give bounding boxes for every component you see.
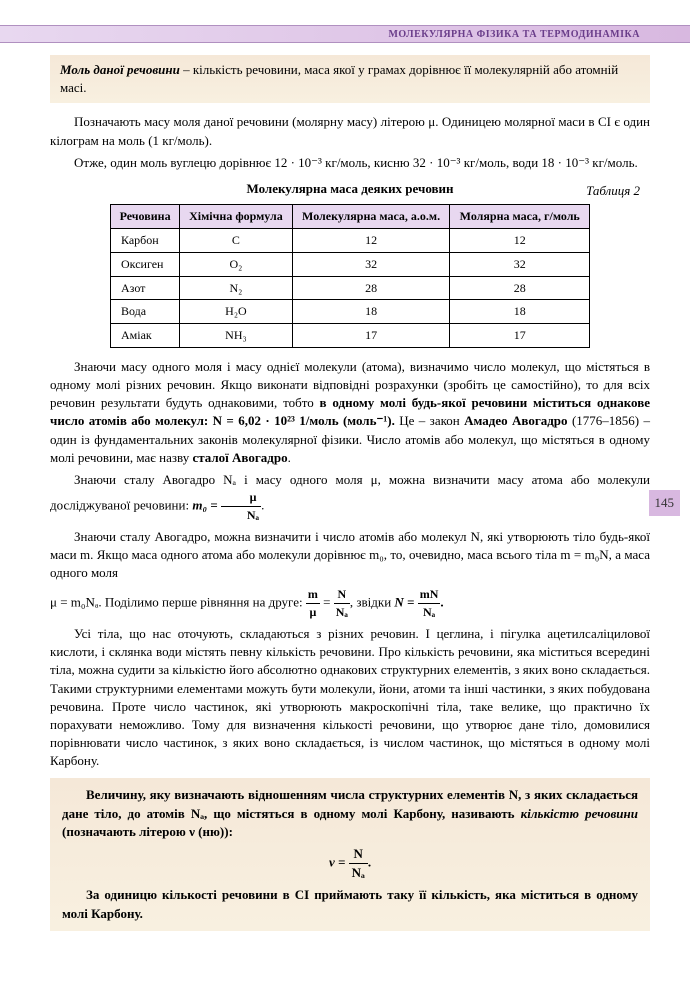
table-label: Таблиця 2	[586, 182, 640, 200]
definition-term: Моль даної речовини	[60, 62, 180, 77]
text: μ = m₀Nₐ. Поділимо перше рівняння на дру…	[50, 595, 306, 610]
table-row: АміакNH₃1717	[111, 324, 590, 348]
molecular-mass-table: Речовина Хімічна формула Молекулярна мас…	[110, 204, 590, 348]
table-header-row: Речовина Хімічна формула Молекулярна мас…	[111, 205, 590, 229]
numerator: N	[334, 586, 350, 604]
table-cell: 28	[450, 276, 590, 300]
text: .	[368, 855, 371, 870]
paragraph: μ = m₀Nₐ. Поділимо перше рівняння на дру…	[50, 586, 650, 621]
chapter-header: МОЛЕКУЛЯРНА ФІЗИКА ТА ТЕРМОДИНАМІКА	[0, 25, 690, 43]
fraction: mμ	[306, 586, 320, 621]
paragraph: Усі тіла, що нас оточують, складаються з…	[50, 625, 650, 771]
table-cell: 12	[292, 228, 450, 252]
formula-nu: ν = NNₐ.	[62, 845, 638, 882]
table-cell: C	[180, 228, 293, 252]
person-name: Амадео Авогадро	[464, 413, 567, 428]
definition-box-2: Величину, яку визначають відношенням чис…	[50, 778, 650, 930]
text: .	[261, 498, 264, 513]
table-cell: 32	[292, 252, 450, 276]
paragraph: Знаючи масу одного моля і масу однієї мо…	[50, 358, 650, 467]
text: .	[288, 450, 291, 465]
table-cell: 32	[450, 252, 590, 276]
fraction: mNNₐ	[418, 586, 441, 621]
paragraph: Знаючи сталу Авогадро Nₐ і масу одного м…	[50, 471, 650, 524]
paragraph: Позначають масу моля даної речовини (мол…	[50, 113, 650, 149]
numerator: N	[349, 845, 368, 864]
denominator: Nₐ	[349, 864, 368, 882]
paragraph: Отже, один моль вуглецю дорівнює 12 · 10…	[50, 154, 650, 172]
table-header: Речовина	[111, 205, 180, 229]
formula-left: m₀ =	[192, 498, 221, 513]
definition-paragraph: За одиницю кількості речовини в СІ прийм…	[62, 886, 638, 922]
fraction: μNₐ	[221, 489, 261, 524]
table-cell: Оксиген	[111, 252, 180, 276]
text: .	[440, 595, 443, 610]
table-cell: O₂	[180, 252, 293, 276]
table-cell: 28	[292, 276, 450, 300]
denominator: Nₐ	[418, 604, 441, 621]
table-row: ВодаH₂O1818	[111, 300, 590, 324]
table-cell: Азот	[111, 276, 180, 300]
term-italic: кількістю речовини	[521, 806, 638, 821]
text: =	[320, 595, 334, 610]
text: Це – закон	[395, 413, 464, 428]
text: За одиницю кількості речовини в СІ прийм…	[62, 887, 638, 920]
table-cell: 18	[292, 300, 450, 324]
table-row: КарбонC1212	[111, 228, 590, 252]
fraction: NNₐ	[334, 586, 350, 621]
table-row: ОксигенO₂3232	[111, 252, 590, 276]
formula-left: ν =	[329, 855, 349, 870]
table-cell: NH₃	[180, 324, 293, 348]
table-cell: 17	[292, 324, 450, 348]
page-content: Моль даної речовини – кількість речовини…	[50, 55, 650, 931]
denominator: Nₐ	[334, 604, 350, 621]
fraction: NNₐ	[349, 845, 368, 882]
text: Знаючи сталу Авогадро Nₐ і масу одного м…	[50, 472, 650, 512]
table-cell: 17	[450, 324, 590, 348]
numerator: μ	[221, 489, 261, 507]
table-cell: H₂O	[180, 300, 293, 324]
table-cell: Карбон	[111, 228, 180, 252]
numerator: m	[306, 586, 320, 604]
table-header: Молярна маса, г/моль	[450, 205, 590, 229]
denominator: μ	[306, 604, 320, 621]
text: , звідки	[350, 595, 395, 610]
table-header: Молекулярна маса, а.о.м.	[292, 205, 450, 229]
table-header: Хімічна формула	[180, 205, 293, 229]
text: (ню)):	[195, 824, 233, 839]
term: сталої Авогадро	[192, 450, 287, 465]
page-number: 145	[649, 490, 681, 516]
definition-box-1: Моль даної речовини – кількість речовини…	[50, 55, 650, 103]
table-cell: Аміак	[111, 324, 180, 348]
table-cell: N₂	[180, 276, 293, 300]
table-cell: 12	[450, 228, 590, 252]
denominator: Nₐ	[221, 507, 261, 524]
text: (позначають літерою	[62, 824, 189, 839]
table-title: Молекулярна маса деяких речовин	[50, 180, 650, 198]
paragraph: Знаючи сталу Авогадро, можна визначити і…	[50, 528, 650, 583]
definition-paragraph: Величину, яку визначають відношенням чис…	[62, 786, 638, 841]
table-row: АзотN₂2828	[111, 276, 590, 300]
table-cell: 18	[450, 300, 590, 324]
table-cell: Вода	[111, 300, 180, 324]
numerator: mN	[418, 586, 441, 604]
page: МОЛЕКУЛЯРНА ФІЗИКА ТА ТЕРМОДИНАМІКА 145 …	[0, 0, 690, 986]
formula-left: N =	[394, 595, 417, 610]
